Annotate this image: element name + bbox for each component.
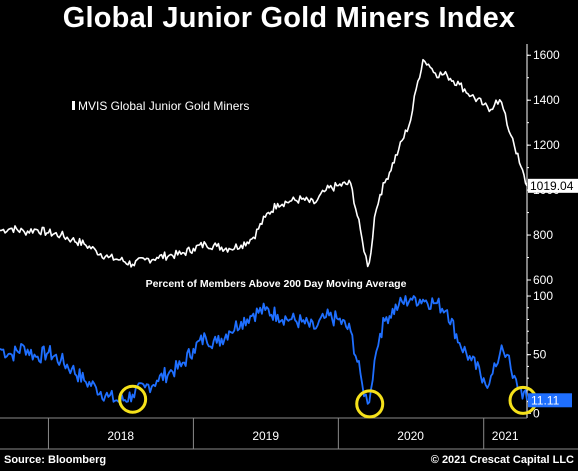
percent-last-value-tag: 11.11 [528, 393, 572, 408]
price-tick-label: 1600 [533, 48, 560, 62]
footer-copyright: © 2021 Crescat Capital LLC [431, 454, 574, 466]
year-label: 2019 [252, 429, 279, 443]
price-series-line [0, 58, 528, 268]
price-tick-label: 1400 [533, 93, 560, 107]
x-axis-year-labels: 2018 2019 2020 2021 [107, 429, 518, 443]
percent-tick-label: 50 [533, 348, 547, 362]
price-last-value-bg [528, 178, 578, 193]
year-label: 2020 [397, 429, 424, 443]
percent-tick-label: 0 [533, 406, 540, 420]
percent-last-value-text: 11.11 [531, 393, 560, 407]
legend-label: MVIS Global Junior Gold Miners [78, 99, 249, 113]
year-separators [47, 418, 485, 449]
footer-source: Source: Bloomberg [4, 454, 106, 466]
price-last-value-tag: 1019.04 [528, 178, 578, 193]
percent-last-value-bg [528, 393, 572, 408]
percent-chart-title: Percent of Members Above 200 Day Moving … [146, 278, 407, 290]
percent-series-line [0, 295, 528, 405]
highlight-circles [118, 384, 538, 419]
legend-swatch [72, 101, 75, 110]
price-tick-label: 600 [533, 273, 553, 287]
price-tick-label: 1200 [533, 138, 560, 152]
highlight-circle [118, 384, 148, 414]
price-last-value-text: 1019.04 [530, 179, 574, 193]
highlight-circle [355, 389, 385, 419]
year-label: 2021 [492, 429, 519, 443]
year-label: 2018 [107, 429, 134, 443]
percent-tick-label: 100 [533, 289, 553, 303]
price-tick-label: 800 [533, 228, 553, 242]
price-y-ticks: 6008001000120014001600 [527, 48, 560, 287]
chart-title: Global Junior Gold Miners Index [62, 2, 516, 34]
